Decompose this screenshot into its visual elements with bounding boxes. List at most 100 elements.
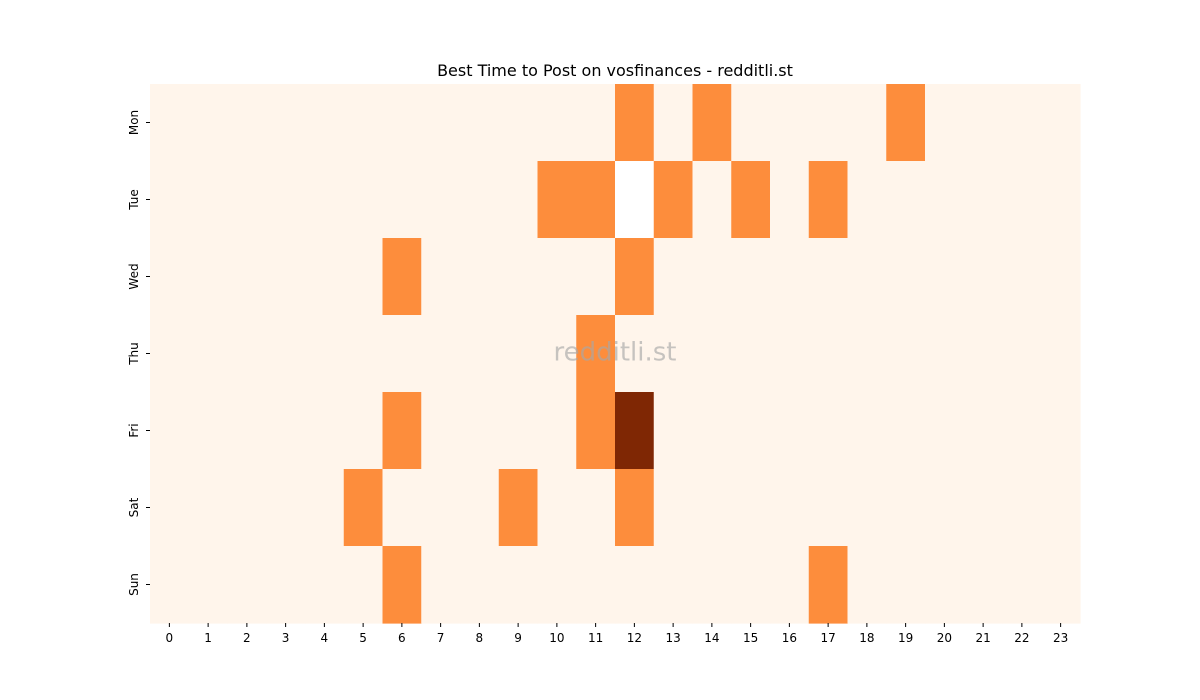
heatmap-cell-fri-21 — [963, 392, 1004, 470]
x-tick-label: 13 — [665, 631, 680, 645]
heatmap-cell-tue-20 — [925, 161, 965, 239]
heatmap-cell-wed-9 — [498, 238, 539, 316]
heatmap-cell-sun-11 — [576, 546, 616, 624]
heatmap-cell-sun-21 — [963, 546, 1004, 624]
x-tick-label: 2 — [243, 631, 251, 645]
heatmap-cell-sat-18 — [847, 469, 887, 547]
heatmap-cell-mon-6 — [382, 84, 422, 162]
heatmap-cell-sat-0 — [150, 469, 190, 547]
x-tick-label: 19 — [898, 631, 913, 645]
heatmap-cell-sat-8 — [460, 469, 500, 547]
heatmap-cell-wed-1 — [188, 238, 229, 316]
heatmap-cell-tue-23 — [1041, 161, 1081, 239]
heatmap-cell-fri-22 — [1002, 392, 1042, 470]
heatmap-cell-sun-8 — [460, 546, 500, 624]
heatmap-cell-wed-0 — [150, 238, 190, 316]
heatmap-cell-thu-19 — [886, 315, 926, 393]
heatmap-cell-wed-23 — [1041, 238, 1081, 316]
heatmap-cell-thu-22 — [1002, 315, 1042, 393]
heatmap-cell-mon-12 — [615, 84, 655, 162]
heatmap-cell-mon-14 — [692, 84, 732, 162]
x-tick-label: 4 — [321, 631, 329, 645]
heatmap-cell-sat-16 — [770, 469, 810, 547]
heatmap-cell-sat-15 — [731, 469, 771, 547]
heatmap-cell-thu-9 — [498, 315, 539, 393]
heatmap-cell-mon-4 — [305, 84, 345, 162]
heatmap-cell-fri-10 — [537, 392, 577, 470]
heatmap-cell-thu-18 — [847, 315, 887, 393]
heatmap-cell-sat-12 — [615, 469, 655, 547]
y-tick-label: Fri — [127, 423, 141, 437]
heatmap-cell-sat-20 — [925, 469, 965, 547]
x-tick-label: 15 — [743, 631, 758, 645]
x-tick-label: 5 — [359, 631, 367, 645]
heatmap-cell-wed-15 — [731, 238, 771, 316]
heatmap-cell-thu-4 — [305, 315, 345, 393]
heatmap-cell-fri-19 — [886, 392, 926, 470]
heatmap-cell-mon-17 — [808, 84, 849, 162]
heatmap-cell-sat-2 — [227, 469, 267, 547]
heatmap-cell-fri-6 — [382, 392, 422, 470]
heatmap-cell-fri-1 — [188, 392, 229, 470]
x-tick-label: 6 — [398, 631, 406, 645]
heatmap-cell-fri-14 — [692, 392, 732, 470]
heatmap-cell-mon-0 — [150, 84, 190, 162]
heatmap-cell-mon-22 — [1002, 84, 1042, 162]
heatmap-cell-mon-5 — [343, 84, 384, 162]
heatmap-cell-thu-20 — [925, 315, 965, 393]
x-tick-label: 3 — [282, 631, 290, 645]
heatmap-cell-mon-11 — [576, 84, 616, 162]
heatmap-cell-wed-11 — [576, 238, 616, 316]
heatmap-cell-wed-13 — [653, 238, 694, 316]
heatmap-cell-mon-10 — [537, 84, 577, 162]
chart-title: Best Time to Post on vosfinances - reddi… — [437, 61, 793, 80]
heatmap-cell-sun-13 — [653, 546, 694, 624]
heatmap-cell-fri-0 — [150, 392, 190, 470]
heatmap-cell-sat-5 — [343, 469, 384, 547]
heatmap-cell-wed-2 — [227, 238, 267, 316]
x-tick-label: 9 — [514, 631, 522, 645]
heatmap-cell-wed-22 — [1002, 238, 1042, 316]
heatmap-cell-tue-15 — [731, 161, 771, 239]
heatmap-cell-thu-17 — [808, 315, 849, 393]
heatmap-cell-sun-10 — [537, 546, 577, 624]
heatmap-cell-mon-23 — [1041, 84, 1081, 162]
heatmap-cell-tue-17 — [808, 161, 849, 239]
heatmap-cell-sat-14 — [692, 469, 732, 547]
heatmap-cell-mon-1 — [188, 84, 229, 162]
heatmap-cell-mon-9 — [498, 84, 539, 162]
heatmap-cell-sat-10 — [537, 469, 577, 547]
heatmap-cell-tue-22 — [1002, 161, 1042, 239]
watermark: redditli.st — [554, 338, 677, 368]
heatmap-cell-tue-9 — [498, 161, 539, 239]
x-tick-label: 16 — [782, 631, 797, 645]
heatmap-cell-tue-18 — [847, 161, 887, 239]
x-tick-label: 20 — [937, 631, 952, 645]
heatmap-cell-sun-3 — [266, 546, 306, 624]
heatmap-cell-mon-20 — [925, 84, 965, 162]
heatmap-cell-thu-15 — [731, 315, 771, 393]
heatmap-cell-tue-14 — [692, 161, 732, 239]
heatmap-cell-wed-12 — [615, 238, 655, 316]
heatmap-cell-thu-13 — [653, 315, 694, 393]
heatmap-cell-tue-13 — [653, 161, 694, 239]
heatmap-cell-thu-6 — [382, 315, 422, 393]
heatmap-cell-tue-0 — [150, 161, 190, 239]
heatmap-cell-sat-23 — [1041, 469, 1081, 547]
heatmap-cell-tue-6 — [382, 161, 422, 239]
heatmap-cell-sun-18 — [847, 546, 887, 624]
y-tick-label: Thu — [127, 342, 141, 366]
heatmap-cell-sat-1 — [188, 469, 229, 547]
heatmap-cell-thu-11 — [576, 315, 616, 393]
heatmap-cell-sun-0 — [150, 546, 190, 624]
heatmap-cell-fri-9 — [498, 392, 539, 470]
heatmap-cell-sat-11 — [576, 469, 616, 547]
heatmap-cell-mon-7 — [421, 84, 461, 162]
heatmap-cell-thu-21 — [963, 315, 1004, 393]
heatmap-cell-tue-7 — [421, 161, 461, 239]
heatmap-cell-fri-3 — [266, 392, 306, 470]
heatmap-cell-tue-5 — [343, 161, 384, 239]
heatmap-cell-sun-16 — [770, 546, 810, 624]
heatmap-cell-thu-1 — [188, 315, 229, 393]
